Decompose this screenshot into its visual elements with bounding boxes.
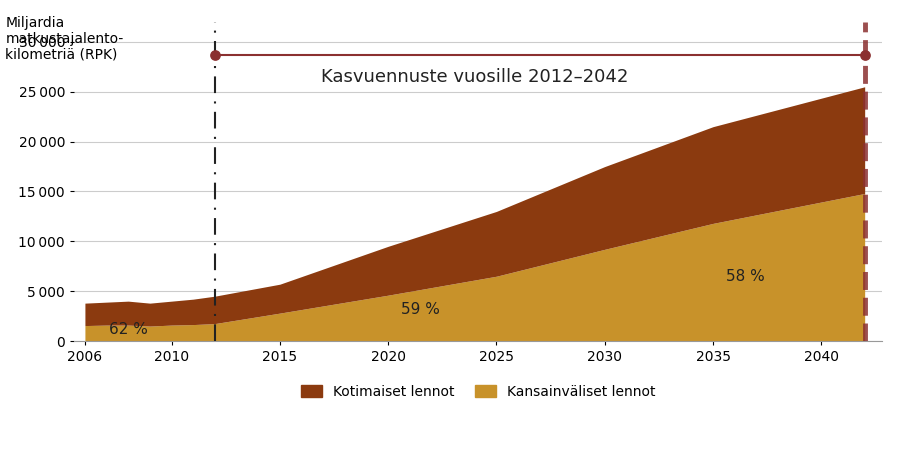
- Point: [208, 51, 222, 58]
- Text: 62 %: 62 %: [109, 322, 148, 337]
- Text: Kasvuennuste vuosille 2012–2042: Kasvuennuste vuosille 2012–2042: [321, 68, 629, 86]
- Text: 59 %: 59 %: [401, 302, 440, 317]
- Text: Miljardia
matkustajalento-
kilometriä (RPK): Miljardia matkustajalento- kilometriä (R…: [5, 15, 124, 62]
- Point: [858, 51, 872, 58]
- Text: 58 %: 58 %: [727, 269, 765, 284]
- Legend: Kotimaiset lennot, Kansainväliset lennot: Kotimaiset lennot, Kansainväliset lennot: [295, 379, 661, 404]
